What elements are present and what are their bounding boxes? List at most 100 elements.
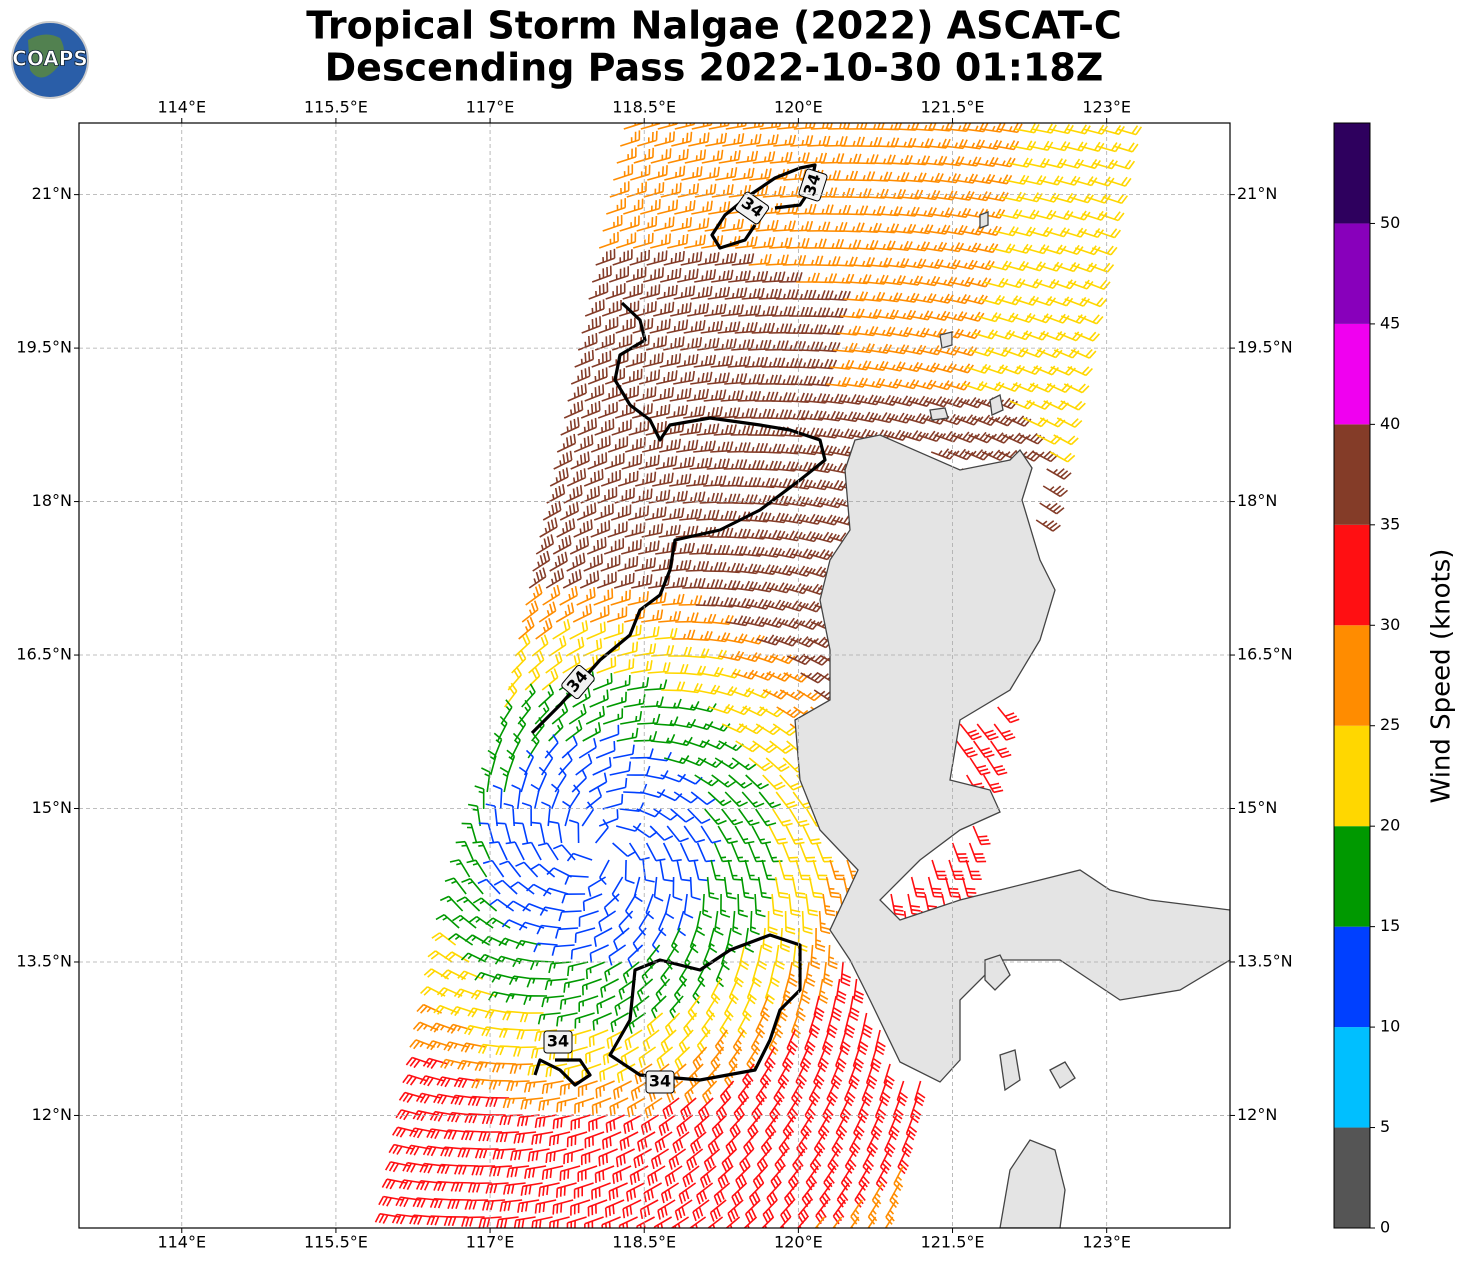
wind-barb [1005,415,1032,427]
colorbar-band [1334,223,1370,324]
wind-barb [788,1165,802,1191]
wind-barb [696,509,720,521]
wind-barb [802,324,827,335]
wind-barb [745,185,769,198]
wind-barb [885,1199,897,1225]
wind-barb [788,893,801,917]
wind-barb [634,1063,653,1085]
wind-barb [643,1182,662,1203]
wind-barb [637,713,661,725]
wind-barb [623,198,644,215]
wind-barb [980,123,1006,133]
wind-barb [714,1029,728,1055]
wind-barb [632,232,654,249]
wind-barb [594,333,615,351]
wind-barb [769,1097,782,1123]
wind-barb [843,291,869,302]
wind-barb [519,1012,544,1023]
wind-barb [847,274,872,285]
wind-barb [553,450,573,470]
wind-barb [588,282,609,300]
wind-barb [772,306,796,317]
wind-barb [568,819,580,844]
wind-barb [799,341,824,352]
contour-label-text: 34 [649,1072,671,1091]
wind-barb [890,893,905,916]
wind-barb [385,1161,411,1173]
wind-barb [792,1148,806,1174]
wind-barb [1067,279,1094,290]
wind-barb [731,339,755,351]
wind-barb [571,769,588,793]
wind-barb [881,188,907,200]
wind-barb [1113,142,1139,153]
colorbar: 0 5 10 15 20 25 30 35 40 45 50 [1333,122,1400,1237]
wind-barb [682,577,706,589]
wind-barb [831,995,843,1022]
wind-barb [771,392,796,403]
wind-barb [1091,245,1118,256]
wind-barb [524,1165,547,1179]
wind-barb [710,355,734,368]
wind-barb [839,394,865,405]
wind-barb [726,528,751,539]
wind-barb [719,650,745,662]
wind-barb [952,259,978,270]
wind-barb [696,842,716,863]
wind-barb [548,820,563,844]
wind-barb [747,425,772,436]
wind-barb [694,269,717,283]
wind-barb [948,859,965,880]
wind-barb [478,822,495,844]
wind-barb [597,486,618,504]
wind-barb [792,289,817,300]
wind-barb [506,749,516,776]
wind-barb [786,1097,799,1123]
wind-barb [545,651,563,674]
wind-barb [591,1182,611,1200]
wind-barb [546,484,566,504]
wind-barb [939,156,965,167]
x-tick-label: 121.5°E [921,98,985,117]
wind-barb [388,1143,414,1155]
wind-barb [532,550,551,572]
wind-barb [444,877,467,895]
wind-barb [703,475,727,487]
wind-barb [472,897,498,912]
wind-barb [799,1046,812,1073]
wind-barb [765,340,789,351]
wind-barb [639,1199,659,1220]
wind-barb [703,389,727,402]
wind-barb [1031,123,1057,134]
wind-barb [820,153,845,164]
wind-barb [608,266,629,283]
wind-barb [563,485,583,504]
wind-barb [803,654,830,666]
catanduanes [984,954,1011,991]
wind-barb [997,123,1023,134]
wind-barb [429,1198,455,1209]
wind-barb [374,1213,400,1224]
wind-barb [472,841,491,861]
wind-barb [874,309,899,320]
wind-barb [901,344,927,355]
logo: COAPS [11,21,89,99]
wind-barb [422,1057,449,1069]
wind-barb [563,1148,584,1165]
wind-barb [534,1114,557,1129]
wind-barb [652,472,674,487]
wind-barb [542,500,562,521]
wind-barb [1116,125,1143,136]
wind-barb [502,1097,527,1109]
wind-barb [939,242,965,253]
wind-barb [635,386,657,402]
wind-barb [707,1216,724,1228]
wind-barb [762,774,786,791]
wind-barb [509,1063,534,1075]
wind-barb [833,256,858,267]
wind-barb [844,123,868,130]
wind-barb [496,1216,519,1228]
wind-barb [705,632,731,643]
wind-barb [680,251,703,266]
wind-barb [635,301,657,317]
